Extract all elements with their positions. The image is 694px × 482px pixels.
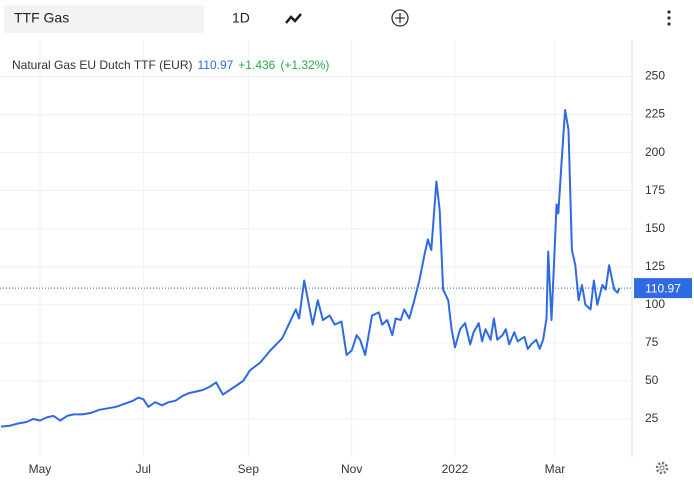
interval-button[interactable]: 1D [232, 10, 250, 26]
x-tick-label: May [29, 462, 52, 476]
change-pct: (+1.32%) [280, 58, 329, 72]
y-tick-label: 175 [645, 183, 665, 197]
y-tick-label: 75 [645, 335, 659, 349]
price-line [0, 109, 621, 428]
x-tick-label: Mar [545, 462, 566, 476]
x-tick-label: Sep [238, 462, 260, 476]
x-tick-label: Jul [136, 462, 151, 476]
chart-type-icon[interactable] [285, 13, 302, 24]
symbol-text: TTF Gas [14, 10, 69, 26]
chart-title: Natural Gas EU Dutch TTF (EUR) [12, 58, 192, 72]
y-tick-label: 100 [645, 297, 665, 311]
x-tick-label: 2022 [442, 462, 469, 476]
y-tick-label: 150 [645, 221, 665, 235]
y-tick-label: 50 [645, 373, 659, 387]
y-tick-label: 250 [645, 69, 665, 83]
x-tick-label: Nov [341, 462, 362, 476]
symbol-input[interactable] [4, 5, 204, 33]
last-value: 110.97 [197, 58, 233, 72]
last-value-tag [634, 278, 692, 299]
y-tick-label: 125 [645, 259, 665, 273]
last-value-label: 110.97 [645, 281, 681, 295]
settings-icon[interactable] [655, 461, 669, 475]
menu-icon[interactable] [667, 10, 671, 26]
y-tick-label: 25 [645, 411, 659, 425]
y-tick-label: 225 [645, 107, 665, 121]
change: +1.436 [238, 58, 275, 72]
y-tick-label: 200 [645, 145, 665, 159]
add-indicator-icon[interactable] [391, 9, 409, 27]
